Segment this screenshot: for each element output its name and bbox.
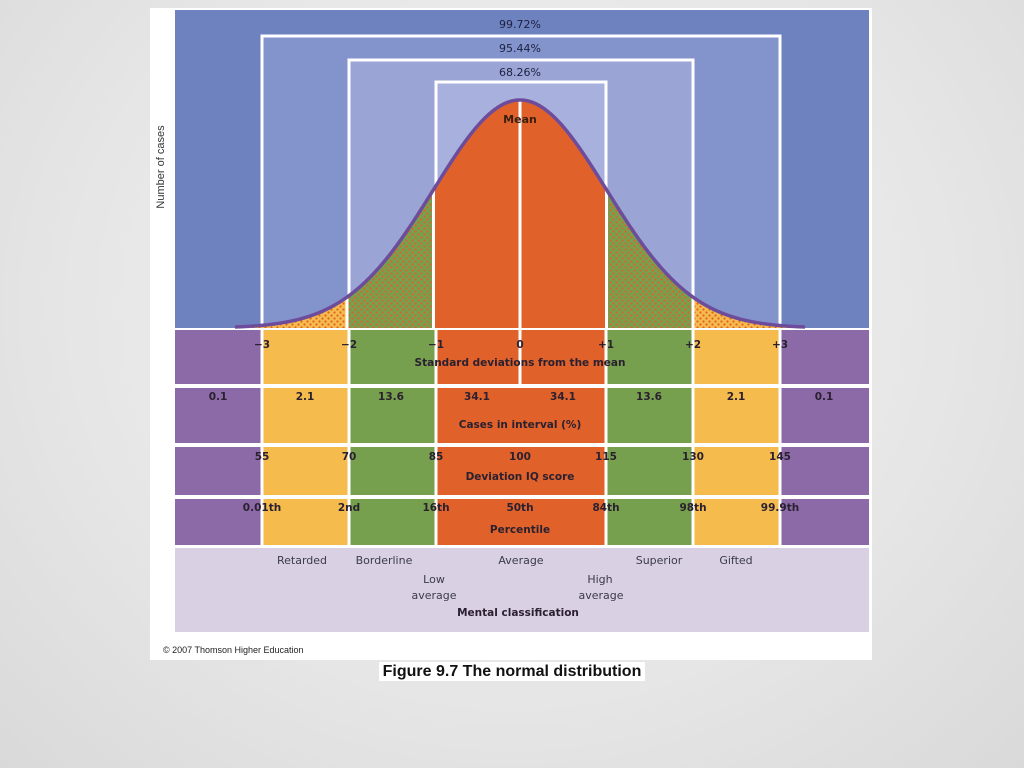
figure-card: 99.72% 95.44% 68.26% Mean −3 −2 −1 0 +1 … [150,8,872,660]
class-label-retarded: Retarded [277,554,327,567]
class-label-low-average: average [411,589,456,602]
iq-value: 130 [682,451,704,463]
table-cell [262,447,349,495]
class-label-low: Low [423,573,445,586]
table-cell [349,447,436,495]
table-cell [606,499,693,545]
percentile-value: 84th [592,502,619,514]
table-cell [693,499,780,545]
classification-row: Retarded Borderline Low average Average … [277,554,753,619]
iq-row: 55 70 85 100 115 130 145 Deviation IQ sc… [255,451,791,483]
table-cell [606,330,693,384]
iq-value: 115 [595,451,617,463]
copyright-notice: © 2007 Thomson Higher Education [163,645,304,655]
class-label-superior: Superior [636,554,683,567]
table-cell [349,388,436,443]
sd-row-title: Standard deviations from the mean [415,357,626,369]
percentile-value: 0.01th [243,502,281,514]
table-cell [780,447,869,495]
class-label-borderline: Borderline [356,554,413,567]
table-cell [262,388,349,443]
cases-value: 13.6 [636,391,662,403]
percentile-value: 50th [506,502,533,514]
table-cell [606,388,693,443]
class-label-gifted: Gifted [719,554,752,567]
iq-value: 100 [509,451,531,463]
percentile-row: 0.01th 2nd 16th 50th 84th 98th 99.9th Pe… [243,502,799,536]
cases-value: 0.1 [209,391,228,403]
y-axis-label: Number of cases [150,122,172,212]
percentile-value: 98th [679,502,706,514]
percentile-value: 99.9th [761,502,799,514]
figure-caption-text: Figure 9.7 The normal distribution [378,662,646,681]
band-label-95: 95.44% [499,42,541,55]
table-cell [693,330,780,384]
curve-fill-right-tail [693,297,805,328]
table-cell [262,499,349,545]
percentile-row-title: Percentile [490,524,550,536]
cases-value: 0.1 [815,391,834,403]
cases-row-title: Cases in interval (%) [459,419,582,431]
iq-value: 145 [769,451,791,463]
band-label-68: 68.26% [499,66,541,79]
cases-value: 2.1 [296,391,315,403]
sd-value: −1 [428,339,444,351]
cases-value: 2.1 [727,391,746,403]
table-cell [780,388,869,443]
mean-label: Mean [503,113,537,126]
curve-fill-left-tail [235,297,347,328]
table-cell [436,388,606,443]
table-cell [780,499,869,545]
sd-value: 0 [516,339,523,351]
cases-value: 13.6 [378,391,404,403]
cases-value: 34.1 [464,391,490,403]
sd-value: +3 [772,339,788,351]
percentile-value: 2nd [338,502,360,514]
table-cell [349,499,436,545]
table-cell [606,447,693,495]
class-label-high: High [587,573,612,586]
table-cell [693,447,780,495]
table-cell [175,447,262,495]
sd-value: +2 [685,339,701,351]
table-cell [780,330,869,384]
sd-value: −3 [254,339,270,351]
iq-value: 85 [429,451,444,463]
table-cell [349,330,436,384]
table-cell [436,447,606,495]
table-cell [175,330,262,384]
iq-value: 55 [255,451,270,463]
classification-title: Mental classification [457,607,579,619]
row-cells [175,330,869,545]
table-cell [262,330,349,384]
normal-distribution-figure: 99.72% 95.44% 68.26% Mean −3 −2 −1 0 +1 … [175,10,869,632]
cases-row: 0.1 2.1 13.6 34.1 34.1 13.6 2.1 0.1 Case… [209,391,834,431]
band-label-99: 99.72% [499,18,541,31]
y-axis-label-text: Number of cases [155,125,167,209]
iq-value: 70 [342,451,357,463]
normal-curve [234,98,806,329]
sd-value: +1 [598,339,614,351]
table-cell [436,499,606,545]
sd-row: −3 −2 −1 0 +1 +2 +3 Standard deviations … [254,339,788,369]
class-label-average: Average [498,554,543,567]
figure-caption: Figure 9.7 The normal distribution [0,662,1024,681]
percentile-value: 16th [422,502,449,514]
table-cell [175,499,262,545]
curve-sd-lines [345,100,695,328]
table-cell [693,388,780,443]
cases-value: 34.1 [550,391,576,403]
sd-value: −2 [341,339,357,351]
iq-row-title: Deviation IQ score [466,471,575,483]
class-label-high-average: average [578,589,623,602]
classification-bar [175,548,869,632]
table-cell [175,388,262,443]
